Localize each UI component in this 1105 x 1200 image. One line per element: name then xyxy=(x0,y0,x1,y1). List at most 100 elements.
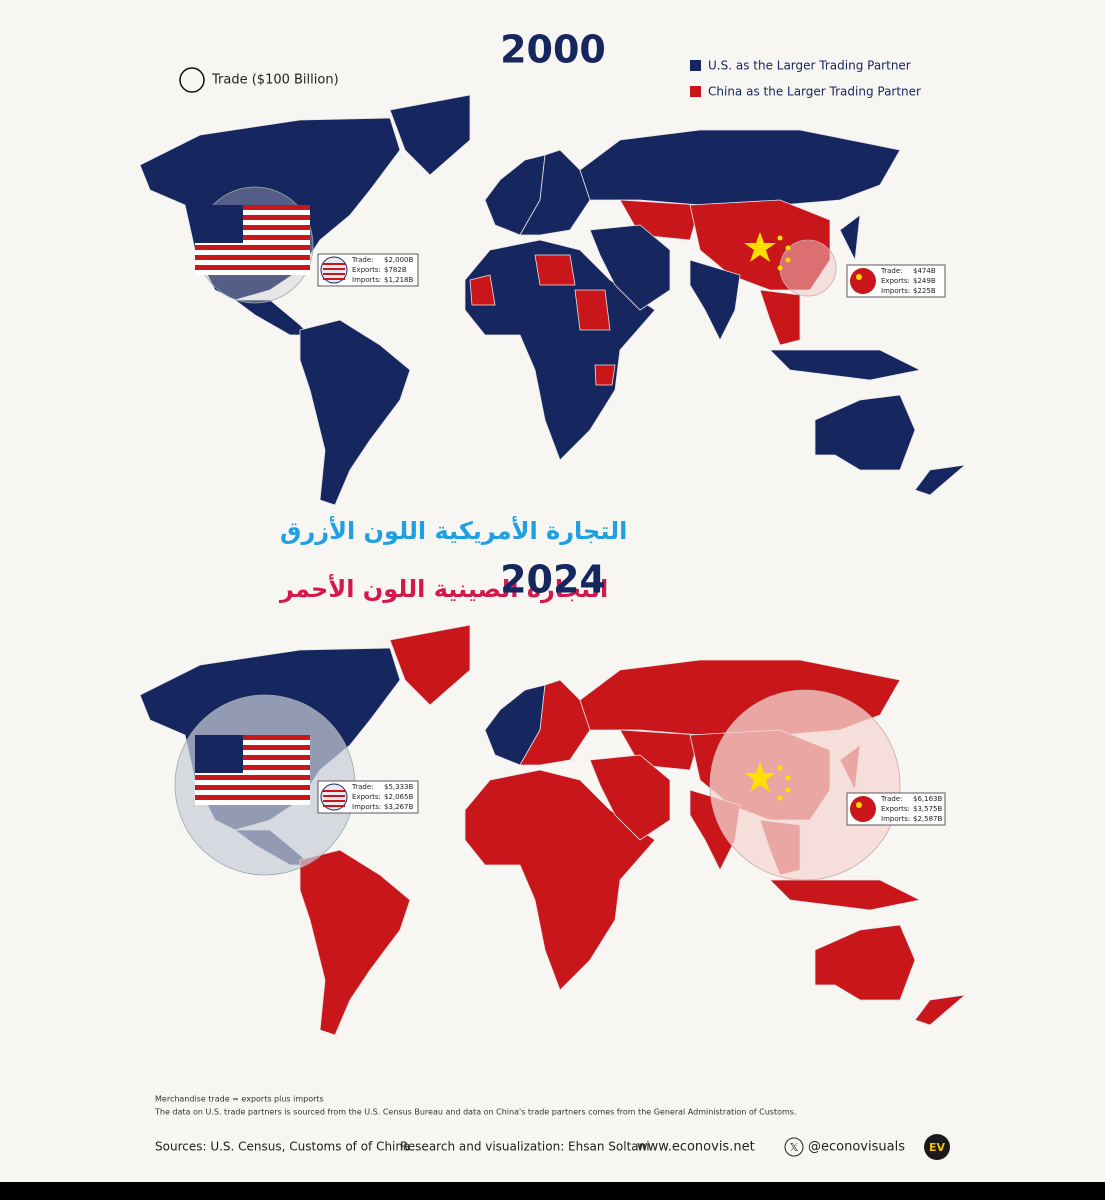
japan xyxy=(839,214,861,262)
middle-east xyxy=(589,754,671,841)
legend-label-us: U.S. as the Larger Trading Partner xyxy=(708,59,911,73)
china-flag-star xyxy=(744,232,776,262)
europe-east xyxy=(519,679,591,766)
middle-east xyxy=(589,224,671,311)
south-america xyxy=(299,849,411,1036)
info-label: Imports: xyxy=(881,815,910,823)
footer-note: The data on U.S. trade partners is sourc… xyxy=(154,1108,797,1117)
logo-badge xyxy=(924,1134,950,1160)
indonesia xyxy=(769,349,922,381)
info-value: $3,575B xyxy=(913,805,942,813)
us-flag-stripe xyxy=(195,205,310,210)
us-icon-stripe xyxy=(323,268,345,270)
us-flag-canton xyxy=(195,735,243,773)
indonesia xyxy=(769,879,922,911)
us-flag-stripe xyxy=(195,215,310,220)
info-value: $782B xyxy=(384,266,407,274)
new-zealand xyxy=(914,464,967,496)
us-icon-stripe xyxy=(323,795,345,797)
africa-patch xyxy=(594,364,616,386)
china-flag-icon xyxy=(850,268,876,294)
europe-east xyxy=(519,149,591,236)
us-icon-stripe xyxy=(323,263,345,265)
legend-swatch-china xyxy=(690,86,701,97)
africa xyxy=(464,239,656,461)
australia xyxy=(814,394,916,471)
us-flag-stripe xyxy=(195,210,310,215)
info-label: Exports: xyxy=(881,277,910,285)
us-flag-stripe xyxy=(195,795,310,800)
us-icon-stripe xyxy=(323,790,345,792)
us-flag-stripe xyxy=(195,750,310,755)
africa xyxy=(464,769,656,991)
info-label: Imports: xyxy=(352,276,381,284)
us-icon-stripe xyxy=(323,273,345,275)
australia xyxy=(814,924,916,1001)
south-america xyxy=(299,319,411,506)
africa-patch xyxy=(469,274,496,306)
us-flag-stripe xyxy=(195,255,310,260)
us-flag-stripe xyxy=(195,220,310,225)
china-icon-star xyxy=(856,802,862,808)
us-flag-stripe xyxy=(195,800,310,805)
africa-patch xyxy=(574,289,611,331)
info-value: $225B xyxy=(913,287,936,295)
china-flag-small-star xyxy=(777,235,783,241)
us-flag-stripe xyxy=(195,265,310,270)
bottom-bar xyxy=(0,1182,1105,1200)
info-value: $2,065B xyxy=(384,793,413,801)
us-flag-stripe xyxy=(195,260,310,265)
x-icon-glyph: 𝕏 xyxy=(790,1141,799,1154)
us-flag-stripe xyxy=(195,270,310,275)
us-icon-stripe xyxy=(323,800,345,802)
arabic-blue-note: التجارة الأمريكية اللون الأزرق xyxy=(280,516,627,545)
china-trade-circle xyxy=(709,689,901,881)
us-icon-stripe xyxy=(323,278,345,280)
info-label: Trade: xyxy=(351,783,374,791)
x-icon xyxy=(784,1137,804,1157)
footer-note: Merchandise trade = exports plus imports xyxy=(155,1095,324,1104)
info-value: $249B xyxy=(913,277,936,285)
us-icon-stripe xyxy=(323,805,345,807)
info-value: $6,163B xyxy=(913,795,942,803)
info-label: Trade: xyxy=(880,267,903,275)
us-flag-stripe xyxy=(195,740,310,745)
us-flag-stripe xyxy=(195,230,310,235)
china-icon-star xyxy=(856,274,862,280)
footer-handle: @econovisuals xyxy=(808,1140,905,1155)
greenland xyxy=(389,94,471,176)
footer-credit: Research and visualization: Ehsan Soltan… xyxy=(400,1140,650,1154)
us-flag-stripe xyxy=(195,770,310,775)
info-label: Trade: xyxy=(880,795,903,803)
us-flag-stripe xyxy=(195,780,310,785)
russia-north-asia xyxy=(579,129,901,206)
info-label: Imports: xyxy=(352,803,381,811)
china-flag-small-star xyxy=(785,775,791,781)
india xyxy=(689,259,741,341)
legend-swatch-us xyxy=(690,60,701,71)
us-flag-stripe xyxy=(195,250,310,255)
china-flag-small-star xyxy=(785,257,791,263)
us-flag-stripe xyxy=(195,745,310,750)
info-value: $3,267B xyxy=(384,803,413,811)
size-legend-circle xyxy=(179,67,205,93)
size-legend-label: Trade ($100 Billion) xyxy=(211,73,339,88)
southeast-asia xyxy=(759,289,801,346)
new-zealand xyxy=(914,994,967,1026)
us-flag-stripe xyxy=(195,775,310,780)
us-flag-stripe xyxy=(195,245,310,250)
info-label: Exports: xyxy=(881,805,910,813)
china-flag-icon xyxy=(850,796,876,822)
info-value: $2,587B xyxy=(913,815,942,823)
info-label: Exports: xyxy=(352,793,381,801)
china-flag-small-star xyxy=(777,265,783,271)
info-value: $2,000B xyxy=(384,256,413,264)
us-flag-stripe xyxy=(195,790,310,795)
us-flag-canton xyxy=(195,205,243,243)
